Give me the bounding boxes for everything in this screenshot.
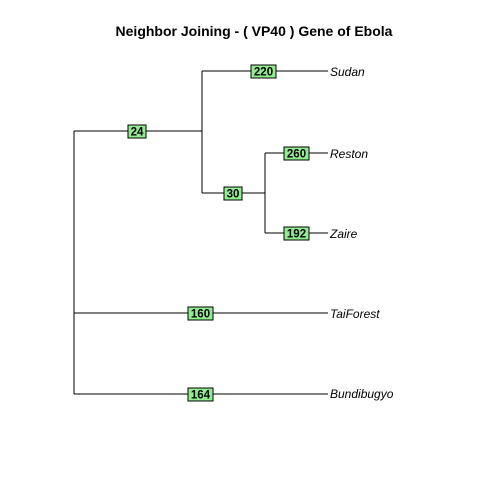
edge-label: 30 (224, 187, 242, 201)
edge-label: 192 (284, 227, 309, 241)
edge-label-text: 160 (191, 309, 210, 321)
edge-label-text: 192 (287, 229, 306, 241)
edge-label: 220 (251, 65, 276, 79)
edge-label: 24 (128, 125, 146, 139)
tip-label-bundibugyo: Bundibugyo (330, 387, 394, 401)
edge-label-text: 164 (191, 390, 211, 402)
tip-label-taiforest: TaiForest (330, 307, 380, 321)
edge-label: 160 (188, 307, 213, 321)
tip-label-zaire: Zaire (329, 227, 358, 241)
tip-label-sudan: Sudan (330, 65, 365, 79)
edge-label-text: 24 (131, 127, 144, 139)
diagram-title: Neighbor Joining - ( VP40 ) Gene of Ebol… (116, 23, 393, 39)
edge-label: 260 (284, 147, 309, 161)
edge-label: 164 (188, 388, 213, 402)
edge-label-text: 220 (254, 67, 273, 79)
tip-label-reston: Reston (330, 147, 368, 161)
edge-label-text: 30 (227, 189, 240, 201)
edge-label-text: 260 (287, 149, 306, 161)
